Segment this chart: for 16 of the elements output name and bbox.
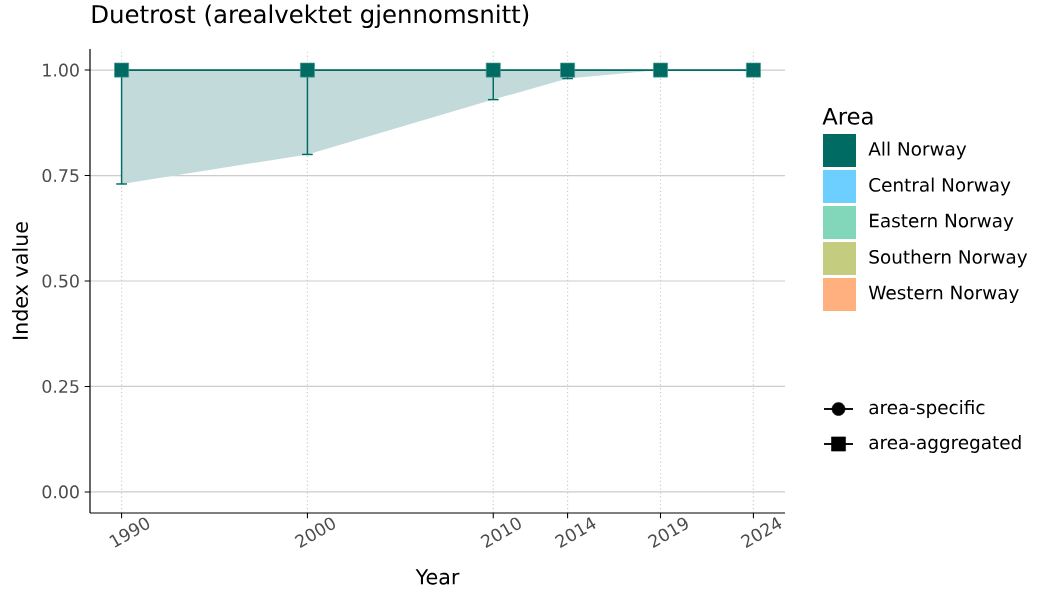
chart-title: Duetrost (arealvektet gjennomsnitt)	[92, 4, 529, 29]
y-tick-label: 0.25	[42, 379, 79, 394]
legend-label: area-aggregated	[869, 435, 1021, 453]
y-tick-label: 0.50	[42, 274, 79, 288]
legend-label: Central Norway	[869, 177, 1011, 196]
y-tick-label: 0.75	[42, 168, 79, 183]
y-axis-title: Index value	[12, 222, 29, 339]
x-axis-title: Year	[415, 569, 460, 585]
legend-title: Area	[822, 107, 873, 125]
legend-label: Eastern Norway	[870, 213, 1014, 232]
legend-label: Southern Norway	[869, 249, 1028, 268]
y-tick-label: 0.00	[42, 485, 79, 499]
legend-label: Western Norway	[868, 285, 1019, 304]
legend-label: All Norway	[868, 141, 967, 160]
y-tick-label: 1.00	[43, 63, 79, 77]
legend-label: area-specific	[869, 400, 985, 418]
